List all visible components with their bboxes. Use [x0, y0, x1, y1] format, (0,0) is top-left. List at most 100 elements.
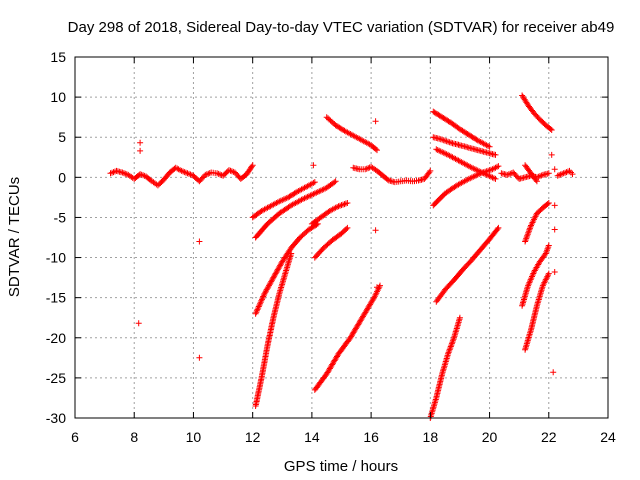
- data-point: [252, 310, 259, 317]
- data-point: [544, 201, 551, 207]
- tick-layer: [74, 56, 609, 419]
- tick-labels: 6 8 10 12 14 16 18 20 22 24 15 10 5 0 -5 -10 -15 -20 -25 -3…: [46, 49, 616, 445]
- data-point: [259, 296, 265, 303]
- data-point: [374, 147, 380, 154]
- data-point: [545, 200, 552, 206]
- x-tick-label: 12: [245, 429, 261, 445]
- x-tick-label: 20: [482, 429, 498, 445]
- y-tick-label: 5: [58, 129, 66, 145]
- data-point: [440, 149, 447, 156]
- data-point: [550, 369, 557, 376]
- data-point: [205, 170, 212, 177]
- data-point: [310, 162, 317, 169]
- data-point: [310, 179, 317, 186]
- data-point: [495, 163, 502, 170]
- data-point: [181, 169, 188, 176]
- x-tick-label: 14: [304, 429, 320, 445]
- data-point: [344, 200, 351, 206]
- x-tick-label: 8: [130, 429, 138, 445]
- data-point: [196, 354, 203, 361]
- data-point: [331, 179, 338, 186]
- y-tick-label: 10: [50, 89, 66, 105]
- data-point: [269, 275, 276, 282]
- data-point: [384, 176, 391, 183]
- x-tick-label: 6: [71, 429, 79, 445]
- data-point: [249, 162, 256, 169]
- data-point: [551, 202, 558, 209]
- data-point: [374, 284, 380, 291]
- plot-frame: [74, 56, 609, 419]
- y-tick-label: -10: [46, 250, 66, 266]
- data-marks: [107, 92, 576, 421]
- data-point: [446, 346, 453, 353]
- data-point: [486, 173, 493, 180]
- data-point: [343, 226, 350, 232]
- x-axis-label: GPS time / hours: [284, 458, 398, 475]
- data-point: [254, 306, 261, 313]
- data-point: [253, 307, 260, 314]
- data-point: [372, 227, 379, 234]
- data-point: [492, 151, 499, 158]
- data-point: [258, 297, 265, 304]
- data-point: [262, 289, 269, 296]
- data-point: [494, 226, 501, 233]
- data-point: [494, 163, 500, 170]
- data-point: [486, 143, 493, 150]
- data-point: [372, 146, 379, 153]
- data-point: [471, 173, 478, 180]
- y-tick-label: -30: [46, 410, 66, 426]
- data-point: [120, 170, 127, 177]
- data-point: [551, 166, 558, 173]
- data-point: [341, 201, 348, 208]
- data-point: [196, 238, 203, 245]
- data-point: [257, 300, 264, 307]
- data-point: [372, 118, 379, 125]
- y-tick-label: -5: [54, 209, 67, 225]
- data-point: [426, 169, 433, 176]
- data-point: [344, 224, 351, 231]
- data-point: [227, 167, 234, 174]
- data-point: [495, 224, 502, 231]
- data-point: [334, 204, 341, 210]
- data-point: [319, 186, 326, 193]
- data-point: [433, 146, 440, 153]
- x-tick-label: 22: [541, 429, 557, 445]
- data-point: [569, 171, 576, 178]
- data-point: [533, 178, 540, 185]
- data-point: [311, 179, 318, 186]
- data-point: [332, 178, 339, 185]
- y-tick-label: 15: [50, 49, 66, 65]
- y-tick-label: 0: [58, 169, 66, 185]
- data-point: [545, 242, 552, 249]
- x-tick-label: 24: [600, 429, 616, 445]
- data-point: [548, 151, 555, 158]
- y-axis-label: SDTVAR / TECUs: [6, 177, 23, 297]
- data-point: [554, 172, 561, 179]
- data-point: [479, 169, 486, 176]
- data-point: [266, 282, 272, 289]
- data-point: [551, 269, 558, 275]
- data-point: [280, 196, 287, 203]
- data-point: [532, 177, 539, 183]
- x-tick-label: 18: [423, 429, 439, 445]
- data-point: [548, 127, 555, 133]
- data-point: [456, 314, 463, 321]
- y-tick-label: -25: [46, 370, 66, 386]
- data-point: [545, 170, 552, 177]
- data-point: [256, 302, 263, 309]
- data-point: [492, 175, 499, 182]
- data-point: [310, 191, 317, 198]
- data-point: [248, 163, 255, 170]
- data-point: [562, 169, 569, 176]
- data-point: [137, 139, 144, 146]
- data-point: [547, 126, 554, 132]
- data-point: [135, 320, 142, 327]
- chart-title: Day 298 of 2018, Sidereal Day-to-day VTE…: [68, 19, 615, 36]
- data-point: [427, 167, 434, 174]
- grid-layer: [75, 57, 608, 418]
- x-tick-label: 16: [363, 429, 379, 445]
- y-tick-label: -15: [46, 290, 66, 306]
- y-tick-label: -20: [46, 330, 66, 346]
